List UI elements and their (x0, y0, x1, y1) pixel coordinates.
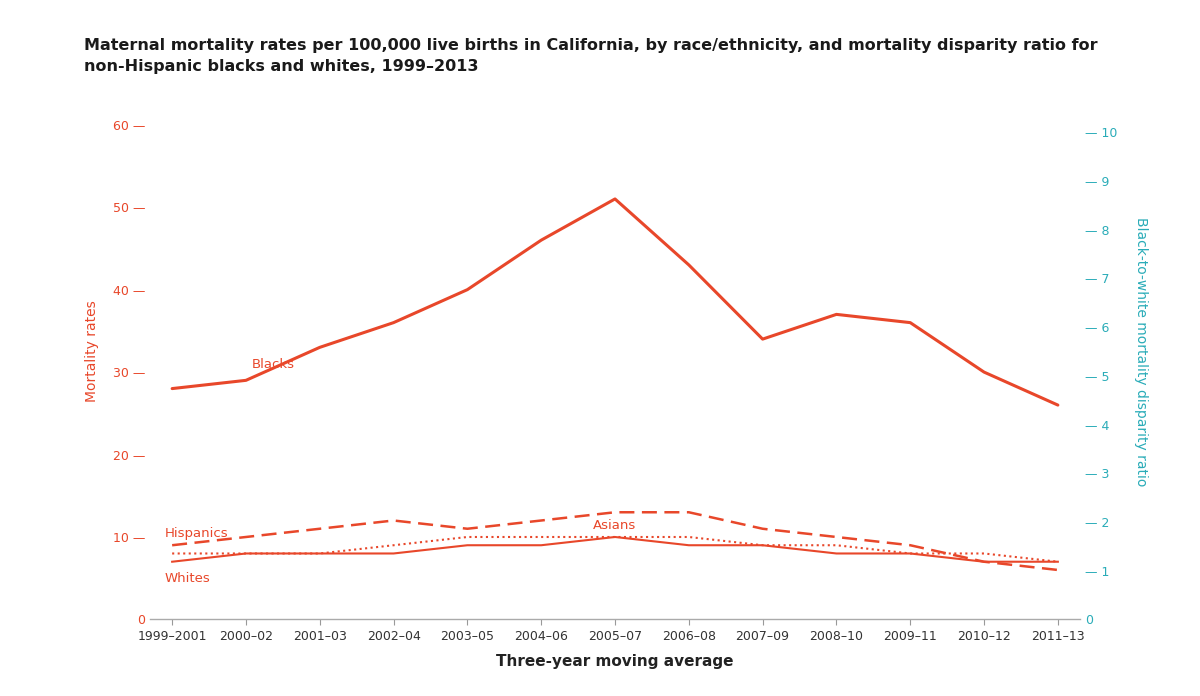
Text: Maternal mortality rates per 100,000 live births in California, by race/ethnicit: Maternal mortality rates per 100,000 liv… (84, 38, 1098, 74)
Text: Hispanics: Hispanics (164, 527, 228, 540)
Y-axis label: Mortality rates: Mortality rates (85, 301, 98, 402)
X-axis label: Three-year moving average: Three-year moving average (497, 654, 733, 669)
Text: Blacks: Blacks (252, 358, 295, 371)
Text: Whites: Whites (164, 572, 210, 585)
Y-axis label: Black-to-white mortality disparity ratio: Black-to-white mortality disparity ratio (1134, 216, 1148, 487)
Text: Asians: Asians (593, 519, 636, 532)
